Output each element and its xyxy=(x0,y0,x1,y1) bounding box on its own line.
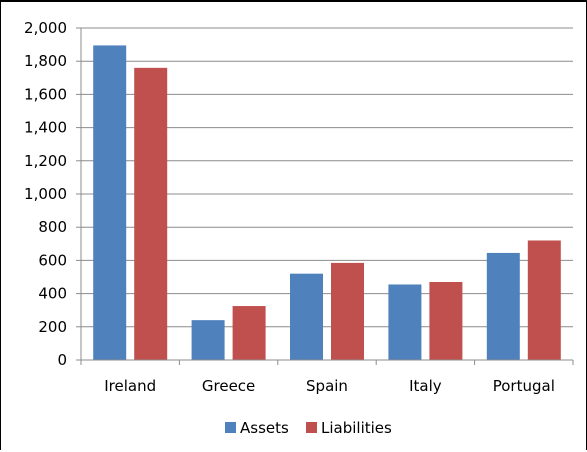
bar-liabilities-portugal xyxy=(527,240,561,360)
legend-swatch-assets xyxy=(225,422,236,433)
y-tick-label: 1,000 xyxy=(24,185,67,203)
y-tick-label: 800 xyxy=(38,218,67,236)
x-category-label: Greece xyxy=(202,377,255,395)
bar-assets-spain xyxy=(290,273,323,360)
bars xyxy=(93,45,561,361)
bar-liabilities-italy xyxy=(429,281,463,360)
bar-assets-italy xyxy=(388,284,422,360)
y-tick-label: 0 xyxy=(57,351,67,369)
x-category-label: Spain xyxy=(306,377,348,395)
x-category-labels: Ireland Greece Spain Italy Portugal xyxy=(104,377,555,395)
y-tick-label: 1,800 xyxy=(24,52,67,70)
bar-assets-portugal xyxy=(486,252,520,360)
x-category-label: Portugal xyxy=(493,377,555,395)
y-tick-label: 1,600 xyxy=(24,85,67,103)
legend-label-liabilities: Liabilities xyxy=(321,419,392,437)
y-tick-label: 400 xyxy=(38,285,67,303)
legend-swatch-liabilities xyxy=(306,422,317,433)
bar-assets-greece xyxy=(191,320,225,360)
axes xyxy=(76,27,574,365)
y-tick-label: 2,000 xyxy=(24,19,67,37)
y-tick-label: 1,400 xyxy=(24,119,67,137)
y-tick-label: 600 xyxy=(38,251,67,269)
bar-assets-ireland xyxy=(93,45,127,361)
bar-liabilities-greece xyxy=(232,306,266,360)
y-tick-label: 1,200 xyxy=(24,152,67,170)
x-category-label: Ireland xyxy=(104,377,156,395)
legend: Assets Liabilities xyxy=(225,419,392,437)
bar-liabilities-spain xyxy=(331,262,364,360)
y-tick-labels: 0 200 400 600 800 1,000 1,200 1,400 1,600 1,800 2,… xyxy=(24,19,67,369)
y-tick-label: 200 xyxy=(38,318,67,336)
x-category-label: Italy xyxy=(409,377,442,395)
legend-label-assets: Assets xyxy=(240,419,289,437)
bar-liabilities-ireland xyxy=(134,67,168,360)
